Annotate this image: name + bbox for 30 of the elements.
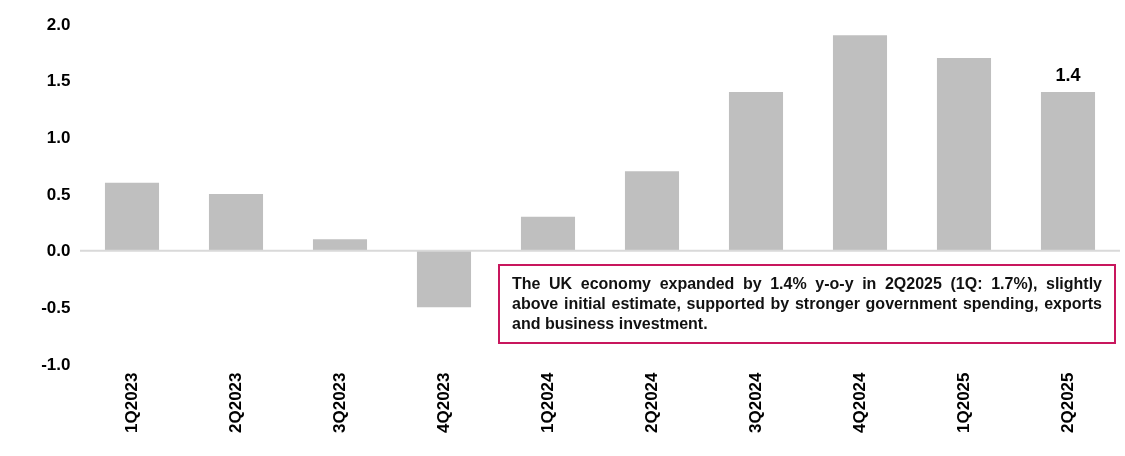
y-tick-label: -1.0 bbox=[41, 354, 71, 374]
x-tick-label: 2Q2024 bbox=[642, 371, 661, 433]
y-tick-label: 0.0 bbox=[46, 241, 71, 261]
y-tick-label: -0.5 bbox=[41, 297, 71, 317]
bar bbox=[832, 35, 888, 251]
y-tick-label: 0.5 bbox=[46, 184, 71, 204]
x-tick-label: 3Q2024 bbox=[746, 371, 765, 433]
bar bbox=[1040, 92, 1096, 251]
data-label: 1.4 bbox=[1055, 65, 1081, 85]
y-tick-label: 2.0 bbox=[46, 14, 71, 34]
x-tick-label: 3Q2023 bbox=[330, 372, 349, 433]
bar bbox=[208, 194, 264, 251]
x-tick-label: 1Q2024 bbox=[538, 371, 557, 433]
x-tick-label: 1Q2025 bbox=[954, 372, 973, 433]
bar bbox=[520, 216, 576, 251]
bar bbox=[104, 182, 160, 251]
x-tick-label: 4Q2023 bbox=[434, 372, 453, 433]
bar bbox=[312, 239, 368, 251]
note-box: The UK economy expanded by 1.4% y-o-y in 2Q2025 (1Q: 1.7%), slightly above initial estimate, supported by stronger government spending, exports and business investment. bbox=[498, 264, 1116, 344]
x-tick-label: 4Q2024 bbox=[850, 371, 869, 433]
bar bbox=[624, 171, 680, 251]
x-tick-label: 2Q2023 bbox=[226, 372, 245, 433]
bar bbox=[728, 92, 784, 251]
y-tick-label: 1.5 bbox=[46, 71, 71, 91]
x-tick-label: 1Q2023 bbox=[122, 372, 141, 433]
y-tick-label: 1.0 bbox=[46, 127, 71, 147]
bar bbox=[416, 250, 472, 308]
bar bbox=[936, 58, 992, 251]
annotation: The UK economy expanded by 1.4% y-o-y in 2Q2025 (1Q: 1.7%), slightly above initial estimate, supported by stronger government spending, exports and business investment. bbox=[512, 274, 1102, 334]
x-tick-label: 2Q2025 bbox=[1058, 372, 1077, 433]
